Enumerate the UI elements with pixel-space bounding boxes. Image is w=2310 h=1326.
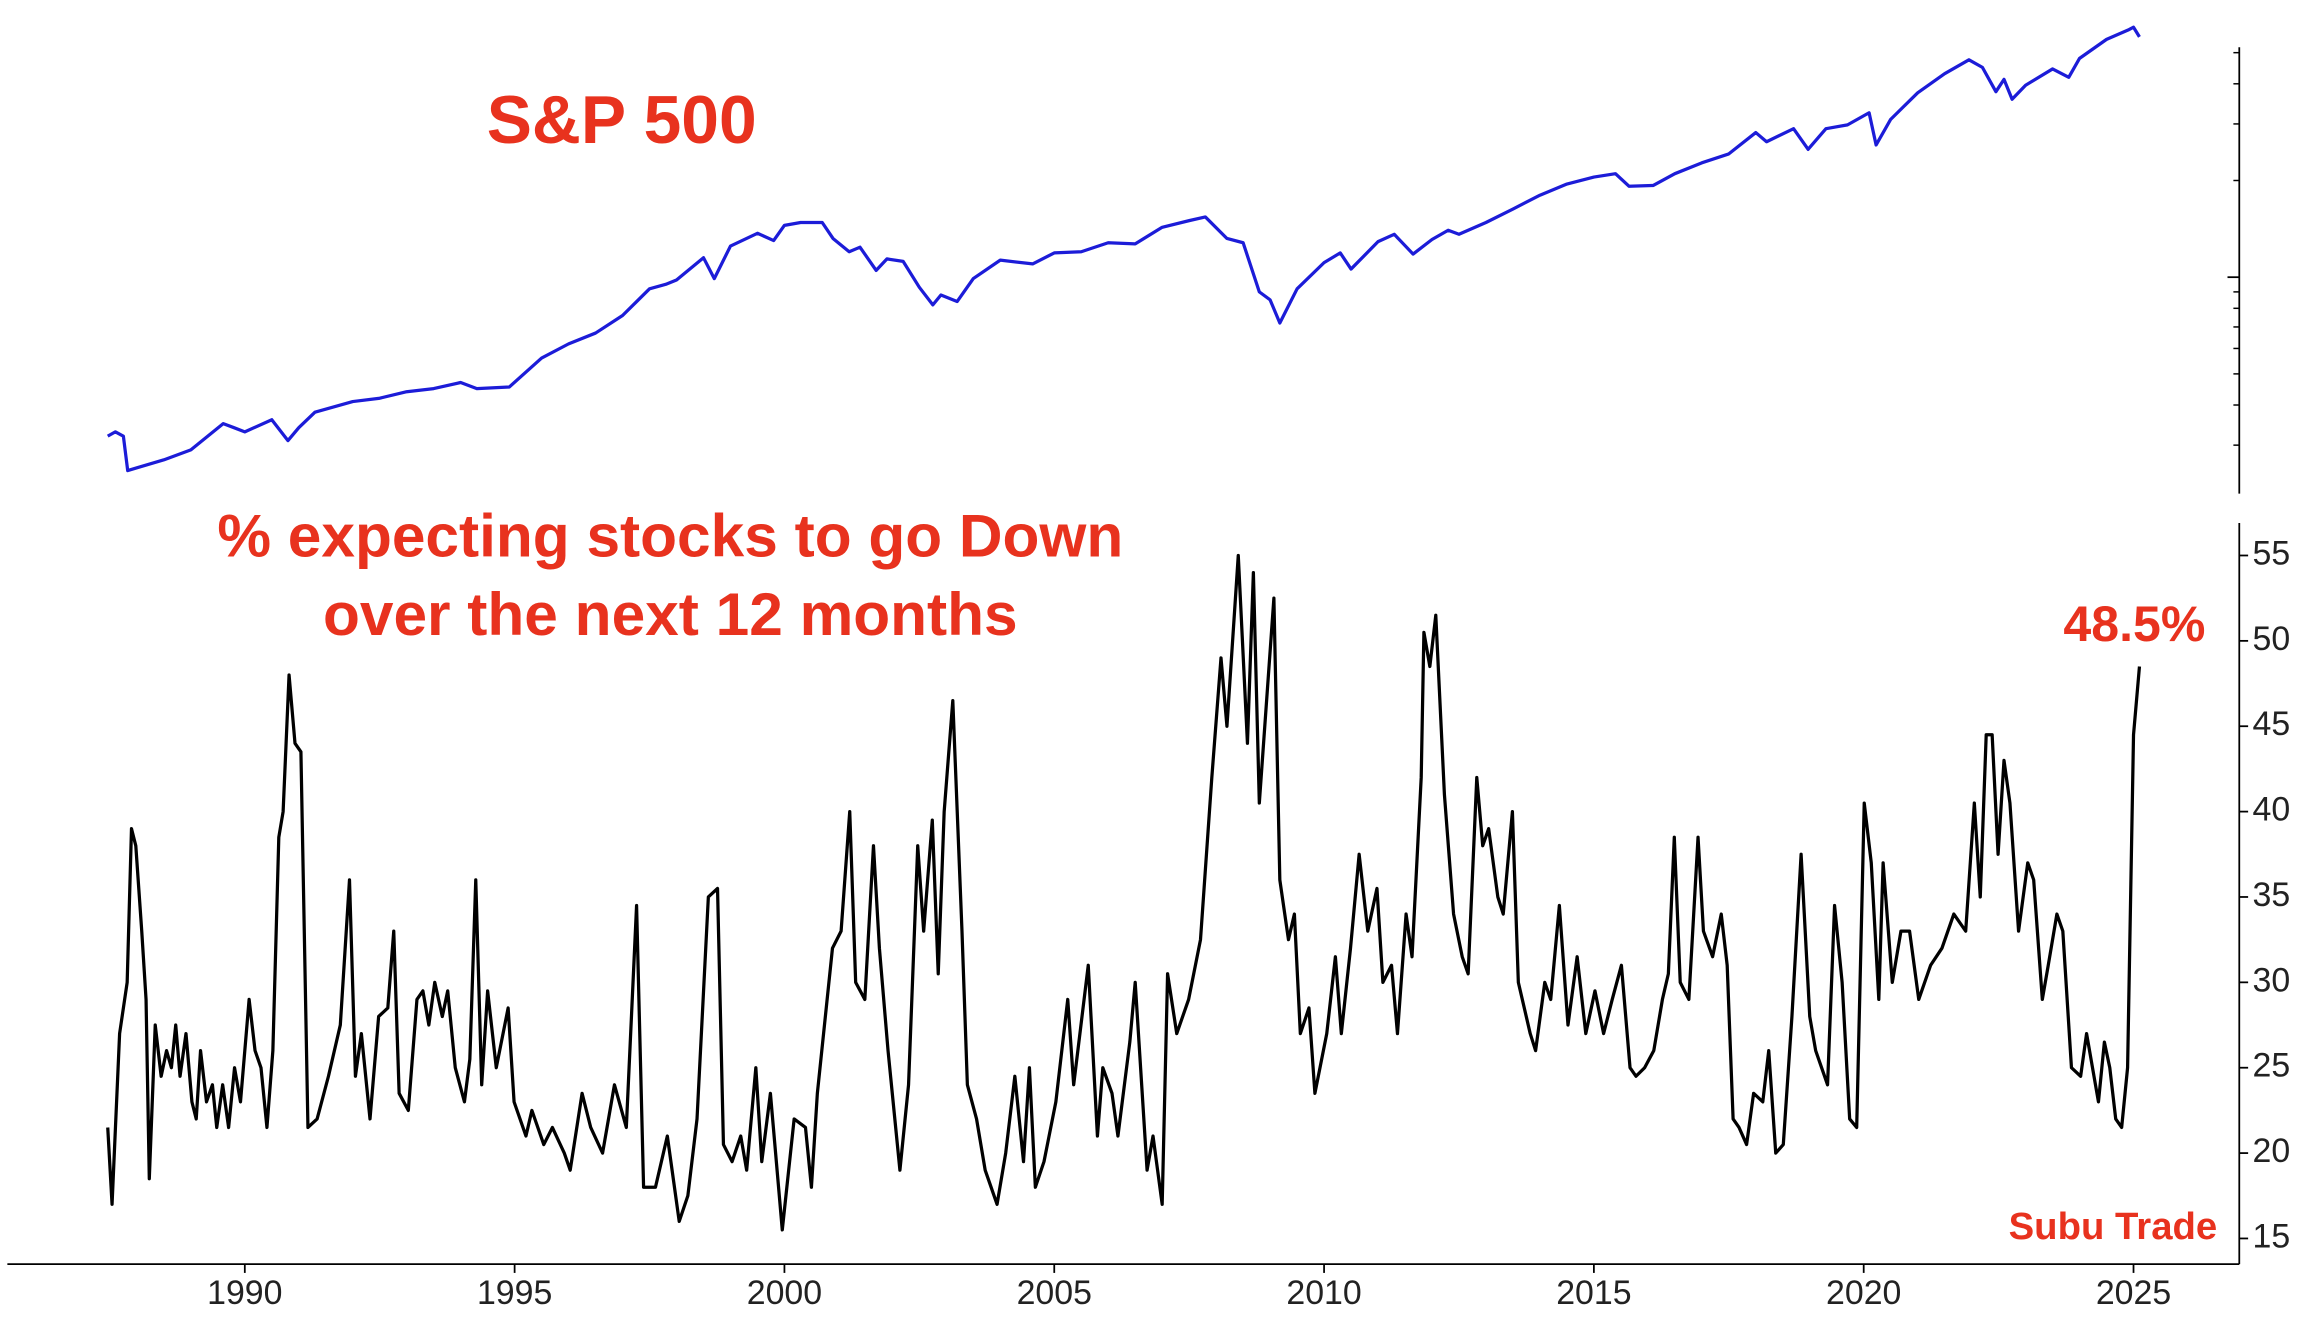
y-tick-label: 30 <box>2253 961 2291 999</box>
y-tick-label: 50 <box>2253 620 2291 658</box>
x-tick-label: 2025 <box>2096 1274 2171 1312</box>
x-tick-label: 2020 <box>1826 1274 1901 1312</box>
x-tick-label: 1990 <box>207 1274 282 1312</box>
y-tick-label: 35 <box>2253 876 2291 914</box>
y-tick-label: 25 <box>2253 1047 2291 1085</box>
bottom-title: % expecting stocks to go Down <box>217 502 1123 570</box>
x-tick-label: 2000 <box>747 1274 822 1312</box>
y-tick-label: 15 <box>2253 1217 2291 1255</box>
x-tick-label: 1995 <box>477 1274 552 1312</box>
data-line <box>106 553 2142 1232</box>
data-line <box>106 25 2141 473</box>
y-tick-label: 55 <box>2253 534 2291 572</box>
annotation: 48.5% <box>2063 596 2205 652</box>
source: Subu Trade <box>2009 1205 2218 1248</box>
x-tick-label: 2010 <box>1286 1274 1361 1312</box>
x-tick-label: 2015 <box>1556 1274 1631 1312</box>
x-tick-label: 2005 <box>1017 1274 1092 1312</box>
y-tick-label: 45 <box>2253 705 2291 743</box>
y-tick-label: 20 <box>2253 1132 2291 1170</box>
top-title: S&P 500 <box>487 83 757 158</box>
bottom-title: over the next 12 months <box>323 580 1018 648</box>
y-tick-label: 40 <box>2253 791 2291 829</box>
